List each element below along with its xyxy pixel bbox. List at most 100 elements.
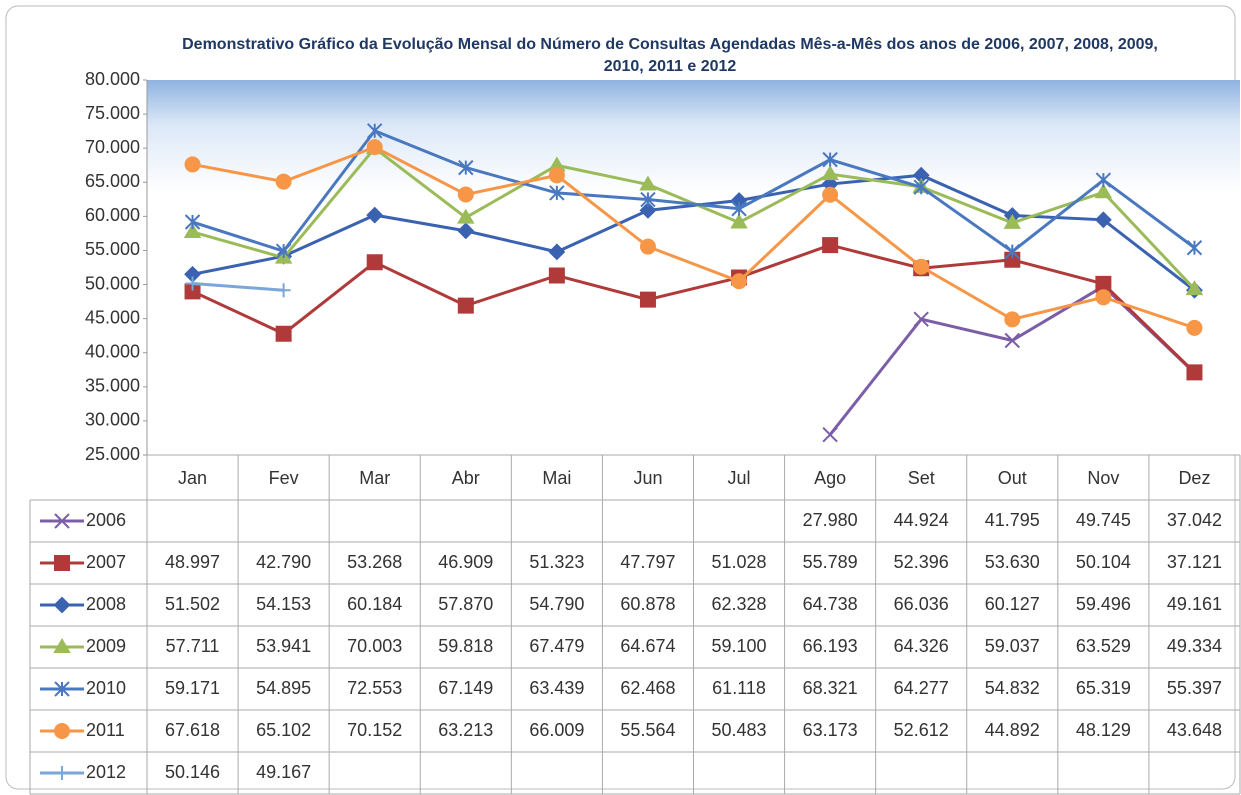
table-value: 55.564 <box>620 720 675 740</box>
marker <box>822 186 839 203</box>
marker <box>275 173 292 190</box>
marker <box>275 325 292 342</box>
marker <box>366 139 383 156</box>
legend-label: 2007 <box>86 552 126 572</box>
marker <box>913 179 929 195</box>
table-value: 62.328 <box>712 594 767 614</box>
table-value: 54.895 <box>256 678 311 698</box>
y-tick-label: 30.000 <box>85 410 140 430</box>
marker <box>639 201 657 219</box>
table-value: 64.674 <box>620 636 675 656</box>
marker <box>1185 280 1204 296</box>
x-tick-label: Mar <box>359 468 390 488</box>
table-value: 70.003 <box>347 636 402 656</box>
y-tick-label: 65.000 <box>85 171 140 191</box>
table-value: 44.892 <box>985 720 1040 740</box>
legend-marker <box>53 638 71 653</box>
marker <box>1186 364 1203 381</box>
marker <box>548 267 565 284</box>
table-value: 60.127 <box>985 594 1040 614</box>
marker <box>822 237 839 254</box>
legend-label: 2006 <box>86 510 126 530</box>
marker <box>731 201 747 217</box>
series-line <box>192 282 284 292</box>
table-value: 53.268 <box>347 552 402 572</box>
marker <box>458 159 474 176</box>
table-value: 64.277 <box>894 678 949 698</box>
table-value: 64.326 <box>894 636 949 656</box>
x-tick-label: Set <box>908 468 935 488</box>
x-tick-label: Jan <box>178 468 207 488</box>
x-tick-label: Abr <box>452 468 480 488</box>
series-line <box>192 145 1195 330</box>
table-value: 41.795 <box>985 510 1040 530</box>
x-tick-label: Out <box>998 468 1027 488</box>
marker <box>367 123 383 139</box>
legend-label: 2009 <box>86 636 126 656</box>
x-tick-label: Ago <box>814 468 846 488</box>
legend-label: 2012 <box>86 762 126 782</box>
table-value: 65.102 <box>256 720 311 740</box>
table-value: 49.334 <box>1167 636 1222 656</box>
table-value: 49.167 <box>256 762 311 782</box>
table-value: 27.980 <box>803 510 858 530</box>
table-value: 52.396 <box>894 552 949 572</box>
x-tick-label: Jun <box>633 468 662 488</box>
table-value: 54.153 <box>256 594 311 614</box>
table-value: 43.648 <box>1167 720 1222 740</box>
table-value: 54.790 <box>529 594 584 614</box>
marker <box>185 276 200 291</box>
y-tick-label: 70.000 <box>85 137 140 157</box>
marker <box>184 214 201 230</box>
table-value: 55.397 <box>1167 678 1222 698</box>
marker <box>731 273 748 290</box>
table-value: 59.171 <box>165 678 220 698</box>
marker <box>821 165 839 181</box>
marker <box>1094 211 1112 229</box>
table-value: 61.118 <box>712 678 766 698</box>
marker <box>639 175 657 191</box>
table-value: 51.323 <box>529 552 584 572</box>
table-value: 63.439 <box>529 678 584 698</box>
y-tick-label: 45.000 <box>85 307 140 327</box>
table-value: 59.496 <box>1076 594 1131 614</box>
series-line <box>191 243 1196 374</box>
table-value: 47.797 <box>620 552 675 572</box>
table-value: 51.502 <box>165 594 220 614</box>
table-value: 66.193 <box>803 636 858 656</box>
marker <box>1094 183 1113 199</box>
marker <box>1004 243 1020 260</box>
marker <box>457 186 474 203</box>
table-value: 37.121 <box>1167 552 1222 572</box>
table-value: 66.009 <box>529 720 584 740</box>
table-value: 65.319 <box>1076 678 1131 698</box>
table-value: 44.924 <box>894 510 949 530</box>
legend-marker <box>54 723 71 739</box>
x-tick-label: Mai <box>542 468 571 488</box>
marker <box>1186 240 1203 256</box>
marker <box>1003 213 1022 229</box>
table-value: 50.483 <box>712 720 767 740</box>
marker <box>730 213 748 229</box>
marker <box>183 222 202 238</box>
marker <box>457 222 475 240</box>
table-value: 52.612 <box>894 720 949 740</box>
marker <box>457 208 475 224</box>
table-value: 50.146 <box>165 762 220 782</box>
table-value: 49.745 <box>1076 510 1131 530</box>
y-tick-label: 80.000 <box>85 69 140 89</box>
x-tick-label: Jul <box>728 468 751 488</box>
table-value: 42.790 <box>256 552 311 572</box>
table-value: 57.870 <box>438 594 493 614</box>
table-value: 59.037 <box>985 636 1040 656</box>
legend-label: 2010 <box>86 678 126 698</box>
marker <box>276 283 291 298</box>
marker <box>639 238 656 255</box>
table-value: 70.152 <box>347 720 402 740</box>
table-value: 48.997 <box>165 552 220 572</box>
table-value: 57.711 <box>166 636 220 656</box>
legend-marker <box>53 596 71 614</box>
series-line <box>192 128 1196 254</box>
table-value: 67.618 <box>165 720 220 740</box>
